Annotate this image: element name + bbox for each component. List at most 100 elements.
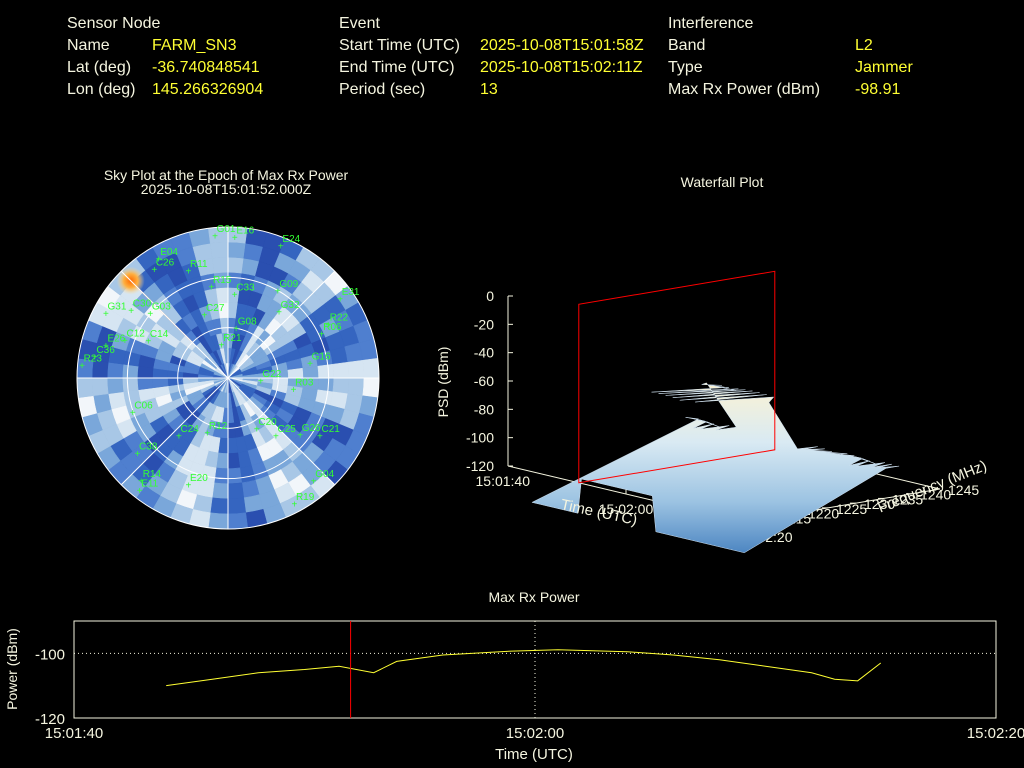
interference-power-value: -98.91 [855, 81, 901, 98]
sky-satellite-label: C36 [96, 345, 115, 356]
sky-azimuth-spoke [227, 270, 336, 379]
sky-satellite-label: G03 [152, 301, 171, 312]
sky-grid [76, 226, 380, 530]
power-series-line [166, 649, 882, 687]
sky-cell [287, 367, 304, 379]
sky-cell [106, 361, 124, 379]
sky-satellite-label: C30 [133, 299, 152, 310]
waterfall-freq-tick-label: 1225 [836, 501, 867, 517]
interference-type-value: Jammer [855, 59, 913, 76]
sky-plot-title: Sky Plot at the Epoch of Max Rx Power [104, 167, 349, 183]
sky-satellites: +G01+E16+E24+E04+C26+R11+R15+E31+R22+R06… [79, 224, 360, 510]
sky-satellite-label: E31 [342, 287, 360, 298]
sky-satellite-label: G31 [108, 301, 127, 312]
waterfall-psd-tick-label: -80 [474, 401, 494, 417]
sky-satellite-marker: + [103, 309, 109, 320]
waterfall-epoch-plane-outline [578, 270, 776, 484]
power-ytick-label: -120 [35, 711, 65, 728]
sky-satellite-marker: + [307, 359, 313, 370]
sky-cell [106, 377, 124, 395]
sky-satellite-marker: + [219, 340, 225, 351]
sky-satellite-label: C24 [180, 424, 199, 435]
sky-cell [215, 287, 229, 304]
power-ylabel: Power (dBm) [4, 628, 20, 710]
sky-satellite-label: R03 [295, 378, 314, 389]
event-period-value: 13 [480, 81, 498, 98]
sky-satellite-label: G32 [281, 300, 300, 311]
sky-cell [362, 358, 379, 379]
power-grid [74, 621, 996, 719]
waterfall-psd-tick-label: -20 [474, 316, 494, 332]
sky-satellite-label: C27 [206, 303, 225, 314]
sky-intensity-map [77, 227, 379, 529]
sky-cell [227, 497, 247, 515]
sky-cell [227, 467, 243, 484]
sky-satellite-marker: + [137, 486, 143, 497]
sky-satellite-marker: + [276, 307, 282, 318]
sky-satellite-marker: + [273, 431, 279, 442]
sky-satellite-label: G16 [312, 351, 331, 362]
sky-satellite-marker: + [278, 241, 284, 252]
waterfall-psd-tick-label: -100 [466, 430, 494, 446]
event-end-label: End Time (UTC) [339, 59, 455, 76]
waterfall-psd-tick-label: -40 [474, 345, 494, 361]
sky-satellite-label: R14 [143, 469, 162, 480]
sky-cell [152, 377, 169, 389]
sensor-node-panel: Sensor Node Name FARM_SN3 Lat (deg) -36.… [67, 13, 317, 101]
sky-satellite-label: C20 [258, 417, 277, 428]
sky-satellite-label: E04 [160, 247, 178, 258]
power-xtick-label: 15:02:20 [967, 725, 1024, 742]
sky-satellite-label: E24 [282, 234, 300, 245]
sensor-name-value: FARM_SN3 [152, 37, 237, 54]
sky-cell [211, 256, 229, 274]
sky-satellite-marker: + [212, 231, 218, 242]
sky-cell [122, 363, 139, 379]
sky-satellite-label: G26 [302, 423, 321, 434]
waterfall-freq-tick-label: 1240 [920, 487, 951, 503]
sky-satellite-marker: + [204, 429, 210, 440]
sky-satellite-label: E20 [190, 473, 208, 484]
sensor-node-title: Sensor Node [67, 15, 161, 32]
sky-satellite-marker: + [232, 290, 238, 301]
interference-title: Interference [668, 15, 754, 32]
sky-satellite-label: G08 [238, 316, 257, 327]
sky-satellite-label: C25 [278, 424, 297, 435]
waterfall-psd-label: PSD (dBm) [435, 347, 451, 418]
sky-satellite-label: R11 [190, 259, 208, 270]
sky-cell [137, 377, 154, 391]
event-start-value: 2025-10-08T15:01:58Z [480, 37, 644, 54]
event-start-label: Start Time (UTC) [339, 37, 460, 54]
sky-satellite-label: C06 [134, 400, 153, 411]
waterfall-freq-tick-label: 1235 [892, 491, 923, 507]
sky-azimuth-spoke [120, 270, 229, 379]
sky-cell [227, 256, 245, 274]
sky-satellite-label: G22 [262, 369, 281, 380]
waterfall-freq-tick-label: 1245 [948, 482, 979, 498]
sky-satellite-marker: + [254, 424, 260, 435]
sensor-lat-label: Lat (deg) [67, 59, 132, 76]
sky-satellite-label: C26 [156, 258, 175, 269]
sky-cell [362, 377, 379, 398]
interference-band-label: Band [668, 37, 706, 54]
sky-cell [227, 437, 239, 454]
sky-satellite-marker: + [291, 385, 297, 396]
sky-satellite-label: C33 [236, 282, 255, 293]
sky-cell [91, 377, 109, 397]
interference-band-value: L2 [855, 37, 873, 54]
sky-satellite-label: R21 [223, 333, 242, 344]
sky-plot: Sky Plot at the Epoch of Max Rx Power 20… [76, 167, 380, 530]
sky-satellite-label: R06 [323, 322, 342, 333]
power-plot-title: Max Rx Power [488, 589, 579, 605]
sky-satellite-label: C38 [139, 441, 158, 452]
sky-satellite-marker: + [122, 336, 128, 347]
sky-satellite-marker: + [147, 309, 153, 320]
waterfall-psd-tick-label: -120 [466, 458, 494, 474]
sky-cell [317, 377, 334, 393]
sky-cell [122, 377, 139, 393]
sky-cell [211, 482, 229, 500]
sky-satellite-marker: + [128, 306, 134, 317]
event-title: Event [339, 15, 380, 32]
sky-cell [227, 452, 241, 469]
